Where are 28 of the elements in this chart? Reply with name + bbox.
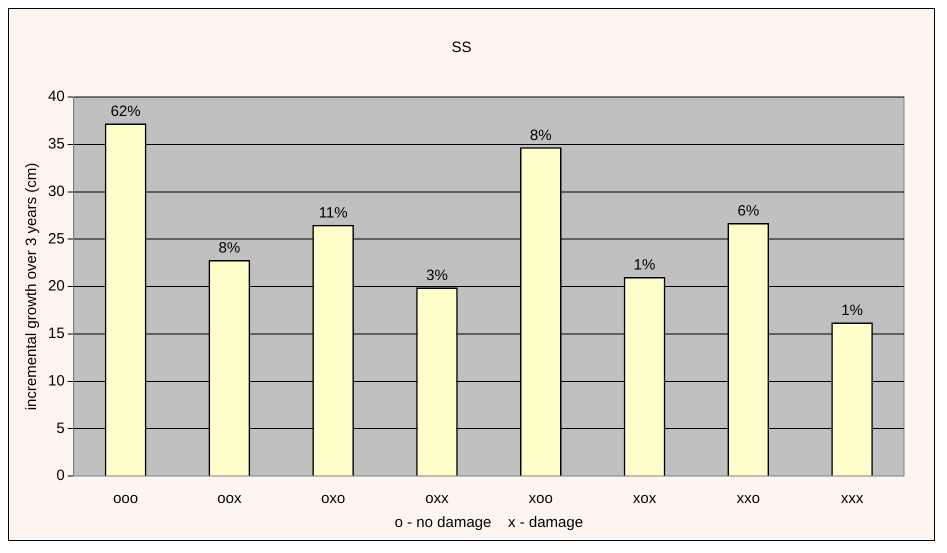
x-tick-label: ooo <box>113 490 138 508</box>
y-axis-title: incremental growth over 3 years (cm) <box>23 162 40 410</box>
y-tick-label: 10 <box>48 372 65 390</box>
annotation: 8% <box>530 126 552 144</box>
y-tick-label: 20 <box>48 278 65 295</box>
x-tick-label: xoo <box>528 490 553 508</box>
annotation: 1% <box>841 302 863 320</box>
y-tick-label: 40 <box>48 88 65 106</box>
y-tick-label: 15 <box>48 325 65 342</box>
annotation: 11% <box>318 204 348 222</box>
y-tick-label: 25 <box>48 230 65 248</box>
annotation: 6% <box>737 202 760 220</box>
x-axis-title: o - no damage x - damage <box>394 514 584 532</box>
y-tick-label: 35 <box>48 136 65 153</box>
y-tick-label: 30 <box>48 182 65 200</box>
x-tick-label: xxx <box>840 490 864 508</box>
x-tick-label: xxo <box>736 490 760 508</box>
x-tick-label: xox <box>632 490 657 508</box>
y-tick-label: 5 <box>56 420 65 437</box>
x-tick-label: oxo <box>321 490 346 508</box>
y-tick-label: 0 <box>56 467 65 484</box>
x-tick-label: oxx <box>425 490 450 508</box>
x-tick-label: oox <box>217 490 242 508</box>
annotation: 8% <box>218 240 240 257</box>
annotation: 62% <box>110 103 141 120</box>
annotation: 1% <box>634 256 656 274</box>
annotation: 3% <box>426 267 448 284</box>
chart-title: SS <box>451 39 472 56</box>
